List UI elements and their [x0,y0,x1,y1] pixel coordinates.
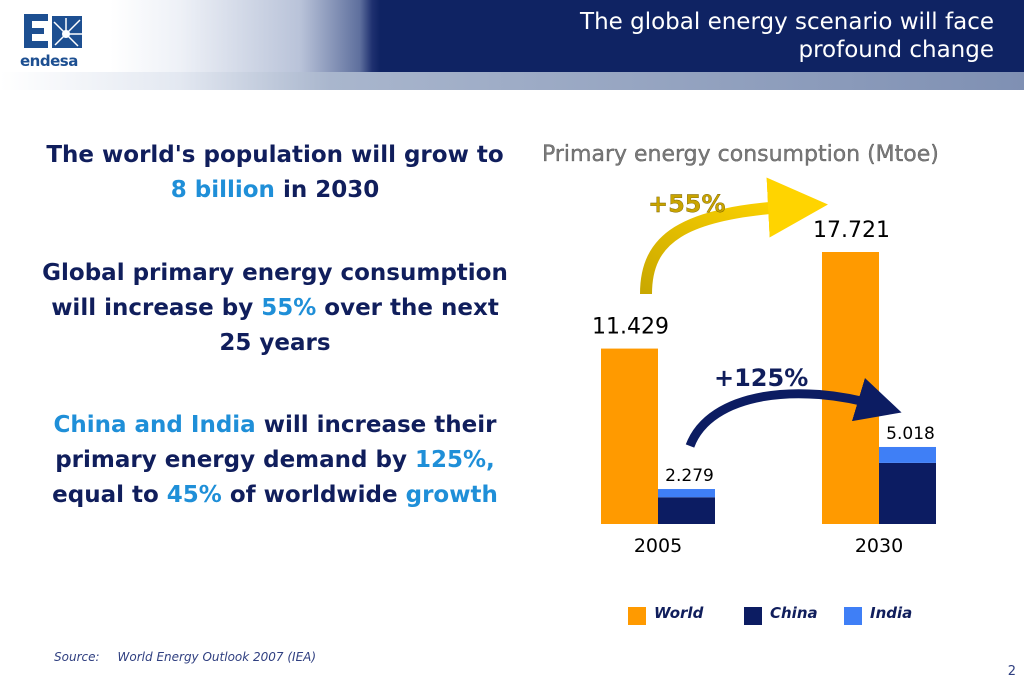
legend-world-swatch [628,607,646,625]
legend-india-label: India [870,604,913,622]
tick-label-2005: 2005 [634,535,682,557]
china-india-highlight: China and India [53,412,256,438]
china-india-statement: China and India will increase their prim… [40,408,510,513]
population-statement: The world's population will grow to 8 bi… [40,138,510,208]
population-text-c: in 2030 [274,177,380,203]
bar-india-2030 [879,446,936,463]
arrow-125-icon [685,377,902,448]
arrow-55-icon [640,177,828,295]
china-india-text-f: of worldwide [221,482,406,508]
bar-china-2005 [658,497,715,524]
legend-china-label: China [770,604,818,622]
growth-highlight: growth [405,482,498,508]
annotation-125: +125% [714,364,808,392]
label-china-india-2030: 5.018 [886,424,935,444]
energy-statement: Global primary energy consumption will i… [40,256,510,361]
label-world-2005: 11.429 [592,315,669,340]
source-note: Source: World Energy Outlook 2007 (IEA) [54,650,316,664]
share-45-highlight: 45% [166,482,222,508]
annotation-55: +55% [648,190,726,218]
legend-world-label: World [654,604,704,622]
header-stripe [0,72,1024,90]
legend-india-swatch [844,607,862,625]
population-highlight: 8 billion [170,177,275,203]
energy-highlight: 55% [261,295,317,321]
source-label: Source: [54,650,100,664]
label-world-2030: 17.721 [813,218,890,243]
source-text: World Energy Outlook 2007 (IEA) [117,650,317,664]
bar-world-2005 [601,348,658,524]
bar-india-2005 [658,489,715,498]
legend-china-swatch [744,607,762,625]
energy-text-c: over the next 25 years [219,295,499,356]
logo-text: endesa [20,52,78,70]
endesa-logo-icon [24,14,82,48]
bar-world-2030 [822,252,879,524]
chart-title: Primary energy consumption (Mtoe) [542,142,939,167]
growth-125-highlight: 125%, [414,447,495,473]
population-text-a: The world's population will grow to [46,142,504,168]
bar-china-2030 [879,462,936,524]
page-number: 2 [1007,664,1016,679]
label-china-india-2005: 2.279 [665,466,714,486]
energy-text-a: Global primary energy consumption will i… [42,260,508,321]
slide-title: The global energy scenario will face pro… [580,9,994,63]
china-india-text-b: will increase their primary energy deman… [55,412,497,473]
tick-label-2030: 2030 [855,535,903,557]
china-india-text-d: equal to [52,482,167,508]
energy-chart: Primary energy consumption (Mtoe) 11.429… [542,142,939,557]
